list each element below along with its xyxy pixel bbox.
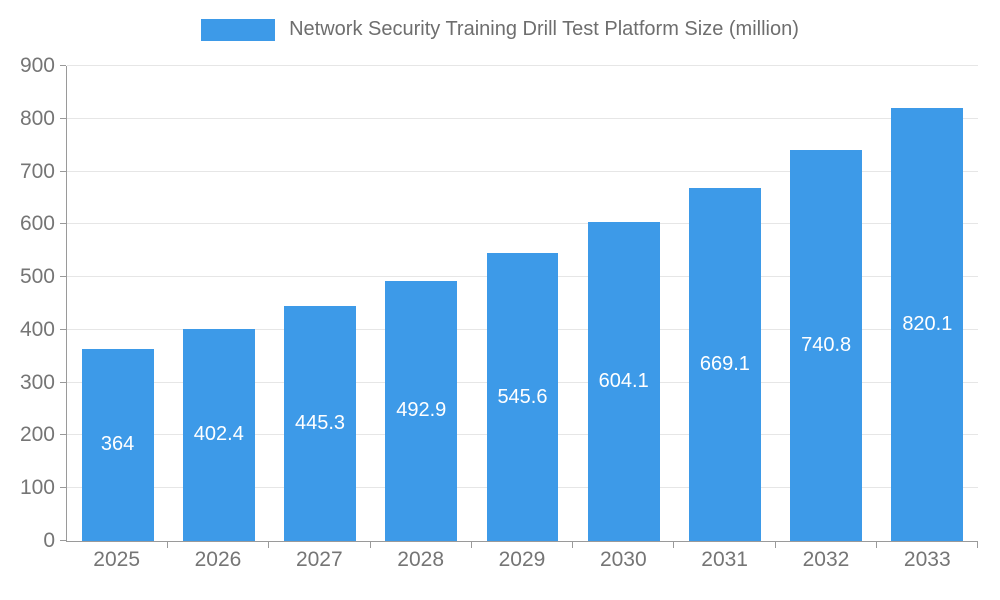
gridline xyxy=(67,223,978,225)
y-tick-label: 300 xyxy=(19,370,55,394)
bar-value-label: 402.4 xyxy=(193,423,244,446)
chart-title: Network Security Training Drill Test Pla… xyxy=(289,18,799,40)
bar-slot: 545.6 xyxy=(472,66,574,548)
bar-2025[interactable]: 364 xyxy=(81,348,154,541)
bar-slot: 445.3 xyxy=(269,66,371,548)
y-tick-mark xyxy=(60,328,66,330)
bar-2028[interactable]: 492.9 xyxy=(385,280,458,541)
bar-value-label: 669.1 xyxy=(699,352,750,375)
x-tick-mark xyxy=(369,542,371,548)
bar-slot: 364 xyxy=(67,66,169,548)
bar-2030[interactable]: 604.1 xyxy=(587,222,660,541)
bar-value-label: 492.9 xyxy=(396,399,447,422)
plot-area: 0 100 200 300 400 500 600 700 800 900 364 402.4 445… xyxy=(20,54,978,552)
x-axis-label-2032: 2032 xyxy=(802,548,850,571)
y-tick-label: 600 xyxy=(19,212,55,236)
y-tick-mark xyxy=(60,117,66,119)
y-tick-mark xyxy=(60,65,66,66)
chart-legend: Network Security Training Drill Test Pla… xyxy=(0,18,1000,41)
bar-value-label: 740.8 xyxy=(801,334,852,357)
x-axis-label-2031: 2031 xyxy=(701,548,748,571)
gridline xyxy=(67,170,978,172)
y-tick-mark xyxy=(60,276,66,278)
bar-2032[interactable]: 740.8 xyxy=(790,150,863,541)
legend-swatch xyxy=(201,18,276,41)
bar-value-label: 364 xyxy=(100,433,135,456)
y-tick-mark xyxy=(60,170,66,172)
y-tick-label: 800 xyxy=(19,106,55,130)
bar-2026[interactable]: 402.4 xyxy=(182,328,255,541)
x-axis-label-2029: 2029 xyxy=(498,548,546,571)
bar-slot: 669.1 xyxy=(674,66,776,548)
y-tick-label: 0 xyxy=(43,529,55,552)
x-tick-mark xyxy=(673,542,675,548)
bar-2027[interactable]: 445.3 xyxy=(284,305,356,541)
bars-container: 364 402.4 445.3 492.9 545.6 604.1 669.1 740.8 82… xyxy=(67,66,978,548)
y-tick-label: 100 xyxy=(19,476,55,500)
bar-value-label: 604.1 xyxy=(598,370,649,393)
x-axis-label-2033: 2033 xyxy=(903,548,951,571)
x-axis-label-2025: 2025 xyxy=(93,548,141,571)
x-axis-label-2027: 2027 xyxy=(295,548,343,571)
x-tick-mark xyxy=(167,542,169,548)
x-tick-mark xyxy=(875,542,877,548)
bar-slot: 402.4 xyxy=(168,66,270,548)
bar-value-label: 445.3 xyxy=(295,411,346,434)
y-tick-mark xyxy=(60,487,66,489)
bar-slot: 820.1 xyxy=(877,66,978,548)
x-axis-labels: 2025 2026 2027 2028 2029 2030 2031 2032 2033 xyxy=(66,548,978,572)
x-tick-mark xyxy=(572,542,574,548)
x-axis-label-2028: 2028 xyxy=(397,548,444,571)
y-tick-label: 200 xyxy=(19,423,55,447)
gridline xyxy=(67,117,978,119)
x-tick-mark xyxy=(976,542,978,548)
bar-2029[interactable]: 545.6 xyxy=(486,253,559,541)
bar-slot: 740.8 xyxy=(776,66,877,548)
y-tick-label: 900 xyxy=(19,54,55,77)
bar-value-label: 545.6 xyxy=(497,385,548,408)
bar-slot: 492.9 xyxy=(371,66,472,548)
gridline xyxy=(67,65,978,66)
y-tick-label: 400 xyxy=(19,317,55,341)
y-tick-mark xyxy=(60,223,66,225)
x-axis-label-2030: 2030 xyxy=(599,548,647,571)
y-tick-mark xyxy=(60,381,66,383)
bar-2031[interactable]: 669.1 xyxy=(688,187,761,541)
x-axis-label-2026: 2026 xyxy=(194,548,242,571)
y-tick-mark xyxy=(60,540,66,541)
y-tick-label: 500 xyxy=(19,265,55,289)
y-tick-mark xyxy=(60,434,66,436)
bar-slot: 604.1 xyxy=(573,66,675,548)
x-tick-mark xyxy=(268,542,270,548)
bar-2033[interactable]: 820.1 xyxy=(891,108,964,541)
bar-value-label: 820.1 xyxy=(902,313,953,336)
x-tick-mark xyxy=(774,542,776,548)
x-tick-mark xyxy=(470,542,472,548)
y-tick-label: 700 xyxy=(19,159,55,183)
